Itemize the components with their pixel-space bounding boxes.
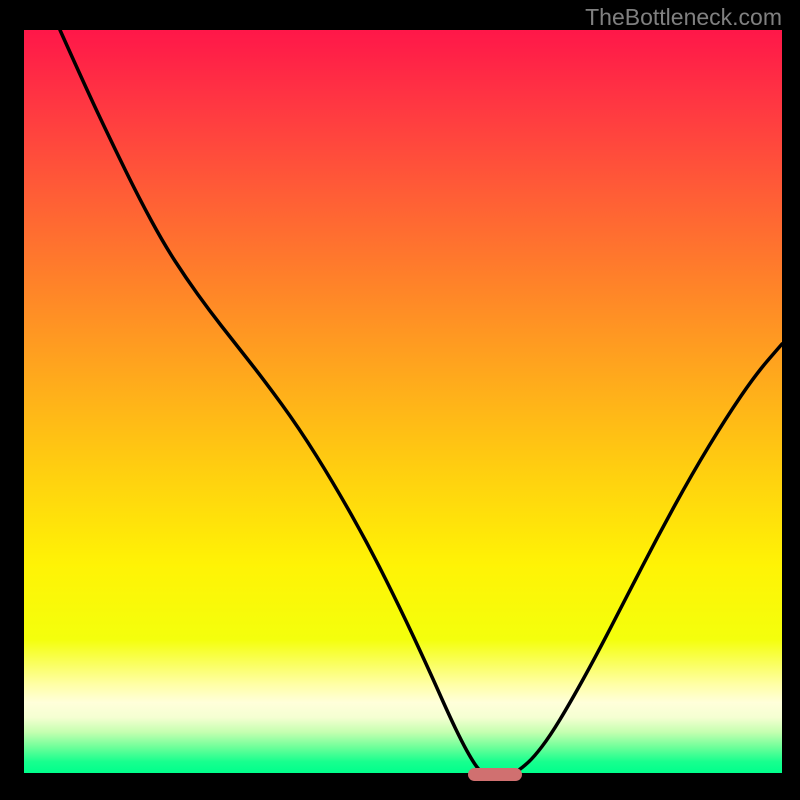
plot-area xyxy=(24,30,782,784)
optimal-marker xyxy=(468,768,522,781)
bottleneck-curve xyxy=(24,30,782,784)
curve-path xyxy=(60,30,782,776)
watermark-text: TheBottleneck.com xyxy=(585,4,782,31)
bottleneck-chart xyxy=(24,30,782,784)
